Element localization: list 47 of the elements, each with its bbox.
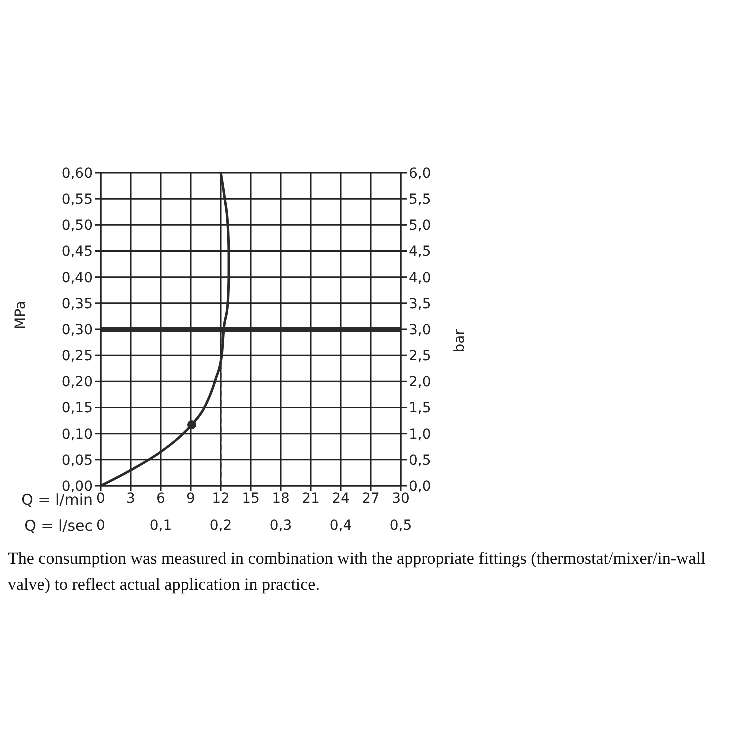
y2-tick-label: 1,5 xyxy=(409,400,432,417)
y2-tick-label: 2,0 xyxy=(409,374,432,391)
y2-tick-label: 4,0 xyxy=(409,270,432,286)
y-tick-label: 0,60 xyxy=(62,166,93,182)
x-tick-label: 9 xyxy=(186,490,196,507)
y-axis-title: MPa xyxy=(12,301,29,330)
text: The consumption was measured in combination with the appropriate fittings (thermostat/mixer/in-wall valve) to reflect actual application in practice. xyxy=(8,548,707,596)
y2-axis-title: bar xyxy=(452,329,468,353)
y-tick-label: 0,35 xyxy=(62,296,93,312)
y2-tick-label: 6,0 xyxy=(409,166,432,182)
y2-tick-label: 3,5 xyxy=(409,296,432,312)
y-tick-label: 0,05 xyxy=(62,452,93,469)
x2-tick-label: 0,5 xyxy=(390,518,412,534)
x2-tick-label: 0 xyxy=(96,518,106,534)
y-tick-label: 0,50 xyxy=(62,218,93,234)
x2-tick-label: 0,2 xyxy=(210,518,232,534)
x-tick-label: 27 xyxy=(362,490,380,507)
y-tick-label: 0,10 xyxy=(62,426,93,443)
y-tick-label: 0,15 xyxy=(62,400,93,417)
x-tick-label: 30 xyxy=(392,490,410,507)
y-tick-label: 0,45 xyxy=(62,244,93,260)
y2-tick-label: 2,5 xyxy=(409,348,432,365)
x-tick-label: 24 xyxy=(332,490,350,507)
x-tick-label: 6 xyxy=(156,490,166,507)
x-tick-label: 12 xyxy=(212,490,230,507)
x-tick-label: 3 xyxy=(126,490,136,507)
x2-tick-label: 0,4 xyxy=(330,518,352,534)
x-tick-label: 18 xyxy=(272,490,290,507)
x2-tick-label: 0,3 xyxy=(270,518,292,534)
y-tick-label: 0,20 xyxy=(62,374,93,391)
x-tick-label: 0 xyxy=(96,490,106,507)
y2-tick-label: 1,0 xyxy=(409,426,432,443)
y-tick-label: 0,25 xyxy=(62,348,93,365)
y-tick-label: 0,55 xyxy=(62,192,93,208)
y2-tick-label: 5,0 xyxy=(409,218,432,234)
x-tick-label: 15 xyxy=(242,490,260,507)
y2-tick-label: 4,5 xyxy=(409,244,432,260)
x2-axis-title: Q = l/sec xyxy=(24,517,93,535)
x2-tick-label: 0,1 xyxy=(150,518,172,534)
y2-tick-label: 0,0 xyxy=(409,478,432,495)
y2-tick-label: 5,5 xyxy=(409,192,432,208)
y-tick-label: 0,30 xyxy=(62,322,93,338)
y2-tick-label: 0,5 xyxy=(409,452,432,469)
y-tick-label: 0,40 xyxy=(62,270,93,286)
y-tick-label: 0,00 xyxy=(62,478,93,495)
y2-tick-label: 3,0 xyxy=(409,322,432,338)
x-tick-label: 21 xyxy=(302,490,320,507)
